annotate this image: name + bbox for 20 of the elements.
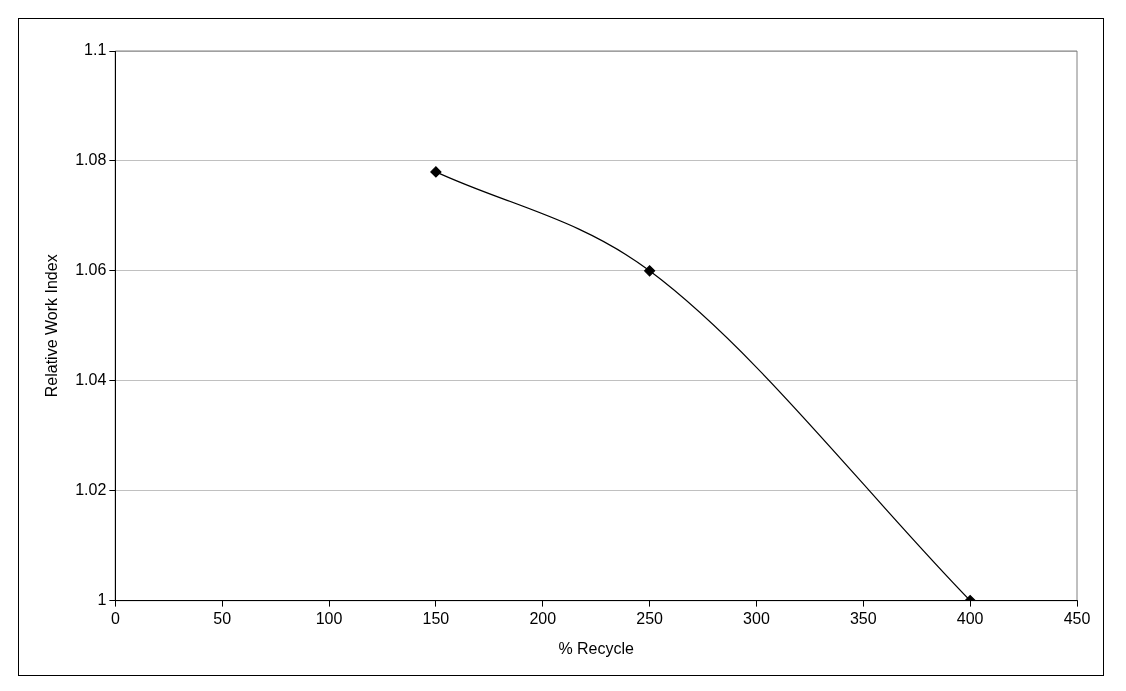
x-tick-label: 50	[213, 609, 232, 627]
y-tick-label: 1.02	[75, 481, 107, 499]
x-tick-label: 250	[636, 609, 664, 627]
y-tick-label: 1.06	[75, 261, 107, 279]
x-tick-label: 200	[529, 609, 557, 627]
y-axis-title: Relative Work Index	[43, 254, 61, 398]
y-tick-label: 1.1	[84, 41, 107, 59]
y-tick-label: 1.08	[75, 151, 107, 169]
x-tick-label: 450	[1063, 609, 1091, 627]
y-tick-label: 1	[97, 591, 107, 609]
point	[430, 166, 442, 178]
point	[644, 265, 656, 277]
y-tick-label: 1.04	[75, 371, 107, 389]
x-tick-label: 400	[956, 609, 984, 627]
x-axis-title: % Recycle	[558, 639, 635, 657]
x-tick-label: 300	[743, 609, 770, 627]
x-tick-label: 0	[110, 609, 120, 627]
x-tick-label: 100	[315, 609, 343, 627]
x-tick-label: 150	[422, 609, 450, 627]
x-tick-label: 350	[849, 609, 877, 627]
